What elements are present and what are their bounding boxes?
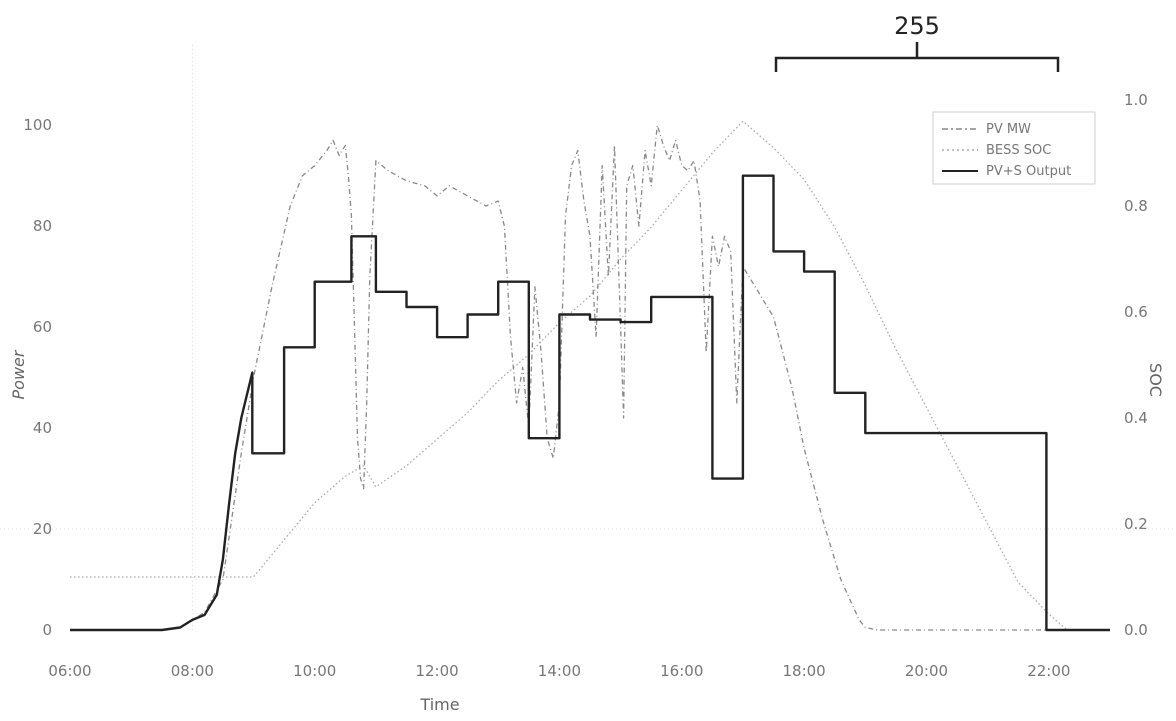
y-tick-label: 40 <box>33 419 52 437</box>
y2-tick-label: 0.4 <box>1124 409 1148 427</box>
y-tick-label: 60 <box>33 318 52 336</box>
x-tick-label: 22:00 <box>1027 662 1070 680</box>
x-tick-label: 20:00 <box>905 662 948 680</box>
series-line-bess-soc <box>70 121 1110 630</box>
legend: PV MW BESS SOC PV+S Output <box>933 112 1095 184</box>
bracket-label: 255 <box>894 12 940 40</box>
y-tick-label: 20 <box>33 520 52 538</box>
y-tick-label: 80 <box>33 217 52 235</box>
y2-tick-label: 0.6 <box>1124 303 1148 321</box>
x-tick-label: 08:00 <box>171 662 214 680</box>
series-line-pv-mw <box>70 125 1110 630</box>
bracket-annotation: 255 <box>776 12 1058 72</box>
x-tick-label: 18:00 <box>783 662 826 680</box>
x-tick-label: 14:00 <box>538 662 581 680</box>
x-tick-label: 10:00 <box>293 662 336 680</box>
y-tick-label: 0 <box>42 621 52 639</box>
legend-label-pv-mw: PV MW <box>986 122 1031 137</box>
y-tick-label: 100 <box>23 116 52 134</box>
y2-axis-label: SOC <box>1146 363 1165 397</box>
y2-axis-ticks: 0.0 0.2 0.4 0.6 0.8 1.0 <box>1124 91 1148 639</box>
legend-label-pv-s-output: PV+S Output <box>986 164 1071 179</box>
bracket-shape <box>776 42 1058 72</box>
x-axis-label: Time <box>419 695 459 714</box>
x-tick-label: 16:00 <box>660 662 703 680</box>
y-axis-label: Power <box>9 349 28 399</box>
legend-label-bess-soc: BESS SOC <box>986 143 1051 158</box>
series-layer <box>70 121 1110 630</box>
x-tick-label: 12:00 <box>415 662 458 680</box>
x-axis-ticks: 06:00 08:00 10:00 12:00 14:00 16:00 18:00 20:00… <box>48 662 1070 680</box>
x-tick-label: 06:00 <box>48 662 91 680</box>
y2-tick-label: 1.0 <box>1124 91 1148 109</box>
y2-tick-label: 0.0 <box>1124 621 1148 639</box>
y2-tick-label: 0.8 <box>1124 197 1148 215</box>
y2-tick-label: 0.2 <box>1124 515 1148 533</box>
